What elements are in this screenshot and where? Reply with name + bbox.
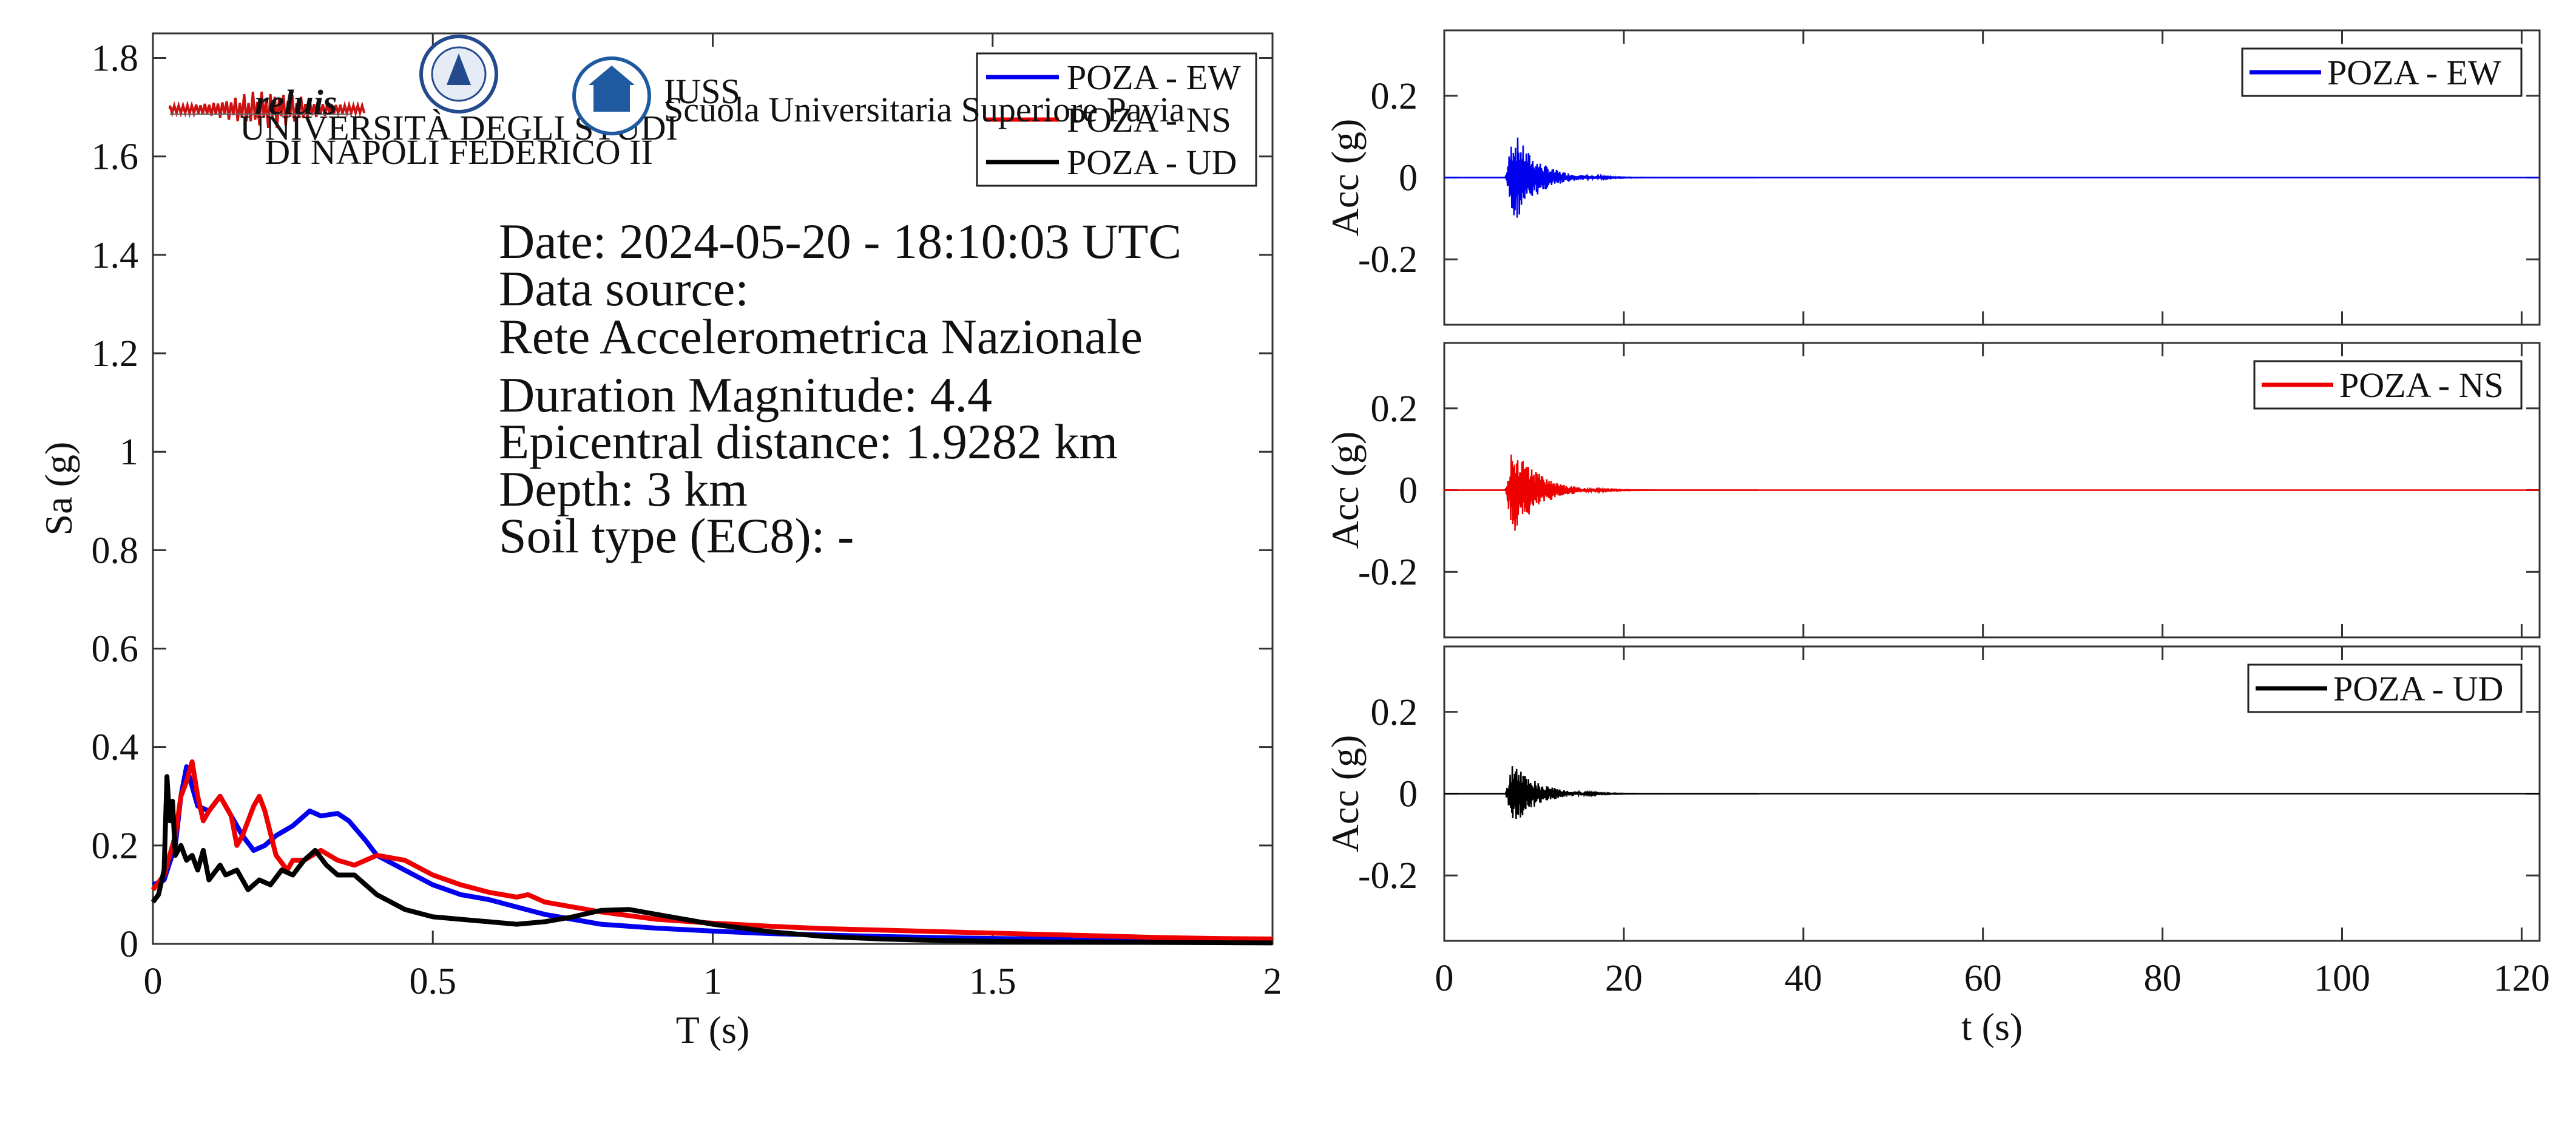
y-tick-label: 1.2 (92, 333, 139, 375)
y-axis-label: Sa (g) (37, 442, 80, 536)
unina-line2: DI NAPOLI FEDERICO II (265, 132, 653, 172)
y-tick-label: 0.4 (92, 727, 139, 768)
reluis-wave (169, 91, 366, 129)
x-tick-label: 1 (703, 961, 722, 1002)
spectrum-chart: 0 0.2 0.4 0.6 0.8 1 1.2 1.4 1.6 1.8 0 0.5 1 1.5 2 T (s)… (37, 32, 1282, 1051)
series-line (150, 759, 1273, 941)
y-tick-label: 0.8 (92, 530, 139, 571)
y-axis-label: Acc (g) (1323, 735, 1367, 853)
legend-label: POZA - NS (2339, 365, 2504, 405)
y-tick-label: 0 (120, 924, 138, 965)
iuss-emblem-roof (589, 66, 635, 85)
y-tick-label: 0.2 (92, 826, 139, 867)
y-tick-label: -0.2 (1358, 552, 1418, 593)
x-tick-label: 0 (144, 961, 163, 1002)
acc-legend: POZA - EW (2241, 47, 2523, 97)
legend-label: POZA - EW (1067, 58, 1241, 97)
y-tick-label: 0.2 (1371, 388, 1418, 430)
acc-panel-3: -0.2 0 0.2 0 20 40 60 80 100 120 Acc (g) t (s) POZA … (1323, 645, 2550, 1048)
y-tick-label: 0 (1399, 470, 1418, 512)
x-tick-label: 0 (1435, 958, 1454, 999)
acc-legend: POZA - NS (2253, 360, 2523, 410)
info-line: Depth: 3 km (499, 461, 748, 517)
x-tick-label: 60 (1964, 958, 2002, 999)
x-tick-label: 100 (2314, 958, 2370, 999)
x-tick-label: 2 (1263, 961, 1282, 1002)
info-line: Date: 2024-05-20 - 18:10:03 UTC (499, 214, 1182, 269)
legend-label: POZA - NS (1067, 100, 1231, 140)
reluis-logo: reluis (169, 83, 366, 129)
y-tick-label: 0.6 (92, 629, 139, 670)
x-tick-label: 120 (2493, 958, 2550, 999)
legend-label: POZA - UD (2333, 669, 2503, 708)
x-tick-label: 40 (1785, 958, 1822, 999)
x-tick-label: 20 (1605, 958, 1643, 999)
y-tick-label: 0.2 (1371, 692, 1418, 733)
acc-legend: POZA - UD (2247, 663, 2523, 713)
x-axis-label: T (s) (676, 1008, 749, 1051)
y-tick-label: -0.2 (1358, 855, 1418, 897)
iuss-subtitle: Scuola Universitaria Superiore Pavia (664, 90, 1185, 129)
iuss-emblem-building (593, 85, 630, 112)
info-line: Data source: (499, 261, 749, 316)
x-tick-label: 0.5 (410, 961, 457, 1002)
info-line: Duration Magnitude: 4.4 (499, 367, 992, 422)
y-axis-label: Acc (g) (1323, 119, 1367, 237)
series-waveform (1444, 454, 1759, 531)
legend-label: POZA - UD (1067, 143, 1237, 182)
series-waveform (1444, 137, 1759, 218)
y-tick-label: 1.6 (92, 137, 139, 178)
unina-seal-figure (447, 53, 471, 85)
info-line: Soil type (EC8): - (499, 508, 854, 563)
reluis-text: reluis (255, 83, 337, 122)
series-waveform (1444, 766, 1759, 819)
info-line: Epicentral distance: 1.9282 km (499, 414, 1118, 469)
info-line: Rete Accelerometrica Nazionale (499, 309, 1143, 364)
y-tick-label: 1.8 (92, 38, 139, 80)
y-tick-label: 0 (1399, 158, 1418, 199)
y-tick-label: 0.2 (1371, 76, 1418, 117)
y-axis-label: Acc (g) (1323, 432, 1367, 549)
y-tick-label: -0.2 (1358, 239, 1418, 280)
y-tick-label: 1 (120, 432, 138, 473)
iuss-title: IUSS (664, 72, 740, 111)
x-tick-label: 80 (2144, 958, 2182, 999)
x-axis-label: t (s) (1961, 1005, 2023, 1048)
x-tick-label: 1.5 (969, 961, 1016, 1002)
y-tick-label: 0 (1399, 774, 1418, 815)
y-tick-label: 1.4 (92, 235, 139, 276)
series-line (150, 774, 1273, 946)
legend-label: POZA - EW (2327, 53, 2501, 92)
